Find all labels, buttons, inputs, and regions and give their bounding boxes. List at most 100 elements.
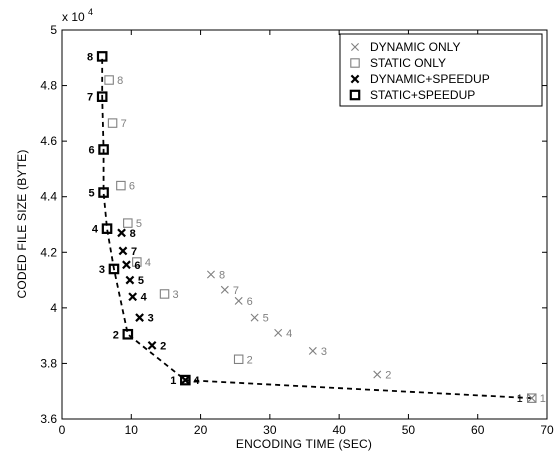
point-label: 3: [148, 313, 154, 325]
point-label: 4: [286, 328, 292, 340]
legend-entry-label: STATIC+SPEEDUP: [370, 88, 475, 102]
y-axis-exponent-base: x 10: [62, 10, 85, 24]
square-marker: [96, 91, 108, 102]
point-label: 2: [113, 329, 119, 341]
series-static-only: [104, 75, 537, 403]
x-marker: [147, 340, 157, 350]
x-marker: [220, 285, 229, 294]
series-dynamic-speedup: [117, 228, 190, 385]
legend-box: [339, 33, 543, 107]
square-marker: [116, 180, 126, 191]
x-tick-label: 50: [402, 423, 416, 437]
point-label: 8: [117, 75, 123, 87]
point-label: 6: [88, 144, 94, 156]
square-marker: [98, 144, 109, 155]
y-tick-label: 4.4: [40, 190, 57, 204]
x-tick-label: 40: [332, 423, 346, 437]
y-tick-label: 4: [50, 301, 57, 315]
x-marker: [135, 313, 144, 322]
point-label: 4: [145, 257, 151, 269]
x-tick-label: 10: [125, 423, 139, 437]
x-marker: [234, 296, 243, 305]
point-label: 3: [99, 264, 105, 276]
point-label: 3: [173, 289, 179, 301]
square-marker: [527, 393, 537, 403]
square-marker: [123, 218, 133, 228]
point-label: 4: [141, 292, 148, 304]
y-tick-label: 4.2: [40, 245, 57, 259]
x-marker: [180, 375, 190, 385]
data-marks-layer: [96, 51, 537, 403]
point-label: 4: [92, 224, 99, 236]
point-label: 5: [138, 275, 144, 287]
legend-x-marker: [351, 43, 359, 51]
x-marker: [250, 313, 259, 322]
y-tick-label: 5: [50, 23, 57, 37]
x-marker: [274, 328, 283, 337]
square-marker: [108, 263, 120, 275]
x-marker: [125, 275, 135, 285]
legend-square-marker: [350, 58, 360, 68]
point-label: 7: [233, 285, 239, 297]
legend-square-marker: [349, 89, 361, 101]
legend-x-marker: [350, 74, 360, 84]
point-label: 2: [247, 354, 253, 366]
pareto-frontier-layer: [101, 56, 532, 400]
y-axis-exponent: x 10 4: [62, 7, 93, 24]
ticks-layer: 0 10 20 30 40 50 60 70 3.6 3.8 4 4.2 4.4 4.6 4.8 5: [40, 23, 554, 437]
y-axis-label: CODED FILE SIZE (BYTE): [15, 149, 29, 298]
point-label-extra: 1: [517, 393, 523, 405]
square-marker: [107, 118, 118, 128]
y-tick-label: 3.8: [40, 356, 57, 370]
point-label: 8: [87, 51, 93, 63]
point-label: 8: [130, 228, 136, 240]
y-axis-exponent-power: 4: [88, 7, 93, 17]
x-marker: [308, 346, 317, 355]
y-tick-label: 4.8: [40, 79, 57, 93]
legend: DYNAMIC ONLY STATIC ONLY DYNAMIC+SPEEDUP ST…: [339, 33, 543, 107]
x-marker: [122, 260, 131, 270]
square-marker: [96, 51, 108, 62]
square-marker: [180, 374, 191, 386]
x-tick-label: 0: [59, 423, 66, 437]
x-marker: [206, 270, 215, 279]
point-label: 2: [160, 340, 166, 352]
point-label: 1: [540, 393, 546, 405]
x-tick-label: 70: [540, 423, 554, 437]
legend-entry-label: DYNAMIC+SPEEDUP: [370, 72, 490, 86]
x-tick-label: 20: [194, 423, 208, 437]
square-marker: [159, 289, 170, 299]
point-label: 7: [121, 118, 127, 130]
square-marker: [98, 187, 109, 198]
pareto-frontier-line: [101, 56, 532, 400]
x-axis-label: ENCODING TIME (SEC): [236, 437, 372, 451]
point-label: 3: [321, 346, 327, 358]
point-label: 6: [134, 260, 140, 272]
point-label: 6: [129, 181, 135, 193]
point-label: 7: [131, 246, 137, 258]
x-marker: [128, 292, 138, 302]
point-label: 1: [170, 375, 176, 387]
square-marker: [101, 223, 113, 234]
point-label: 2: [385, 370, 391, 382]
point-label: 6: [247, 296, 253, 308]
x-marker: [118, 246, 128, 256]
point-label: 5: [136, 218, 142, 230]
point-label: 8: [219, 270, 225, 282]
legend-entry-label: STATIC ONLY: [370, 56, 446, 70]
point-label: 5: [88, 188, 94, 200]
point-label: 5: [263, 313, 269, 325]
square-marker: [122, 328, 134, 340]
x-marker: [527, 394, 536, 403]
square-marker: [104, 75, 114, 85]
square-marker: [233, 354, 244, 365]
square-marker: [132, 257, 142, 267]
legend-entry-label: DYNAMIC ONLY: [370, 40, 460, 54]
y-tick-label: 3.6: [40, 412, 57, 426]
x-marker: [373, 370, 382, 379]
x-marker: [117, 228, 126, 238]
series-dynamic-only: [206, 270, 536, 403]
